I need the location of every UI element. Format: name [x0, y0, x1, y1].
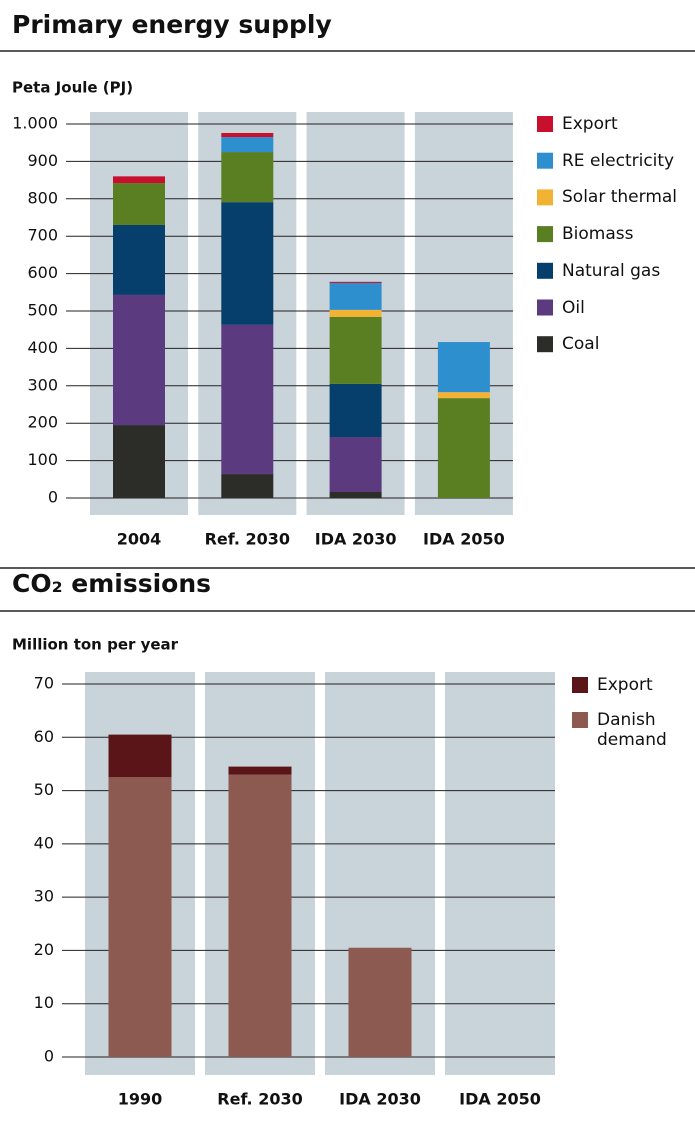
- bar-segment: [113, 425, 165, 498]
- y-tick-label: 50: [34, 780, 54, 799]
- legend-label: Natural gas: [562, 260, 661, 281]
- y-tick-label: 500: [27, 301, 58, 320]
- y-tick-label: 100: [27, 450, 58, 469]
- bar-segment: [437, 392, 490, 399]
- bar-segment: [113, 294, 165, 426]
- bar-segment: [221, 132, 274, 138]
- y-tick-label: 300: [27, 375, 58, 394]
- y-tick-label: 40: [34, 833, 54, 852]
- bar-segment: [329, 383, 382, 438]
- legend-swatch: [537, 189, 553, 206]
- y-tick-label: 20: [34, 940, 54, 959]
- bar-segment: [108, 734, 172, 778]
- bar-segment: [228, 766, 292, 775]
- legend-label: Danish demand: [597, 710, 667, 750]
- x-tick-label: Ref. 2030: [205, 530, 290, 549]
- y-tick-label: 900: [27, 151, 58, 170]
- bar-segment: [221, 202, 274, 325]
- bar-segment: [221, 152, 274, 203]
- bar-segment: [228, 774, 292, 1057]
- legend-label: Coal: [562, 334, 600, 355]
- y-tick-label: 600: [27, 263, 58, 282]
- legend-swatch: [537, 152, 553, 169]
- x-tick-label: IDA 2030: [339, 1090, 421, 1109]
- x-tick-label: Ref. 2030: [217, 1090, 302, 1109]
- bar-segment: [329, 316, 382, 384]
- y-tick-label: 30: [34, 887, 54, 906]
- panel: [445, 672, 555, 1075]
- legend-swatch: [537, 336, 553, 353]
- y-tick-label: 70: [34, 674, 54, 693]
- legend-label: Oil: [562, 297, 585, 318]
- y-tick-label: 10: [34, 993, 54, 1012]
- y-tick-label: 1.000: [12, 114, 58, 133]
- bar-segment: [437, 342, 490, 393]
- bar-segment: [329, 492, 382, 498]
- legend-swatch: [572, 677, 588, 693]
- bar-segment: [108, 777, 172, 1057]
- bar-segment: [113, 183, 165, 225]
- legend-swatch: [537, 262, 553, 279]
- x-tick-label: 2004: [117, 530, 162, 549]
- bar-segment: [329, 309, 382, 317]
- legend-swatch: [537, 116, 553, 132]
- y-tick-label: 60: [34, 727, 54, 746]
- bar-segment: [113, 224, 165, 295]
- x-tick-label: IDA 2030: [315, 530, 397, 549]
- legend-swatch: [537, 299, 553, 316]
- legend-swatch: [537, 226, 553, 243]
- y-tick-label: 400: [27, 338, 58, 357]
- x-tick-label: 1990: [118, 1090, 163, 1109]
- bar-segment: [221, 137, 274, 153]
- legend-label: Export: [597, 675, 653, 695]
- x-tick-label: IDA 2050: [423, 530, 505, 549]
- y-tick-label: 0: [44, 1047, 54, 1066]
- y-tick-label: 700: [27, 226, 58, 245]
- y-tick-label: 200: [27, 413, 58, 432]
- bar-segment: [348, 947, 412, 1057]
- x-tick-label: IDA 2050: [459, 1090, 541, 1109]
- y-tick-label: 0: [48, 488, 58, 507]
- axis-title: Peta Joule (PJ): [12, 79, 133, 97]
- bar-segment: [221, 474, 274, 498]
- legend-label: Export: [562, 114, 618, 134]
- axis-title: Million ton per year: [12, 636, 179, 654]
- bar-segment: [437, 398, 490, 498]
- legend-label: RE electricity: [562, 150, 675, 171]
- chart-title: Primary energy supply: [12, 10, 332, 39]
- bar-segment: [329, 281, 382, 283]
- bar-segment: [113, 176, 165, 184]
- bar-segment: [329, 437, 382, 493]
- y-tick-label: 800: [27, 188, 58, 207]
- legend-swatch: [572, 712, 588, 728]
- legend-label: Solar thermal: [562, 187, 678, 208]
- bar-segment: [221, 324, 274, 475]
- legend-label: Biomass: [562, 224, 634, 245]
- bar-segment: [329, 282, 382, 310]
- chart-title: CO₂ emissions: [12, 569, 211, 598]
